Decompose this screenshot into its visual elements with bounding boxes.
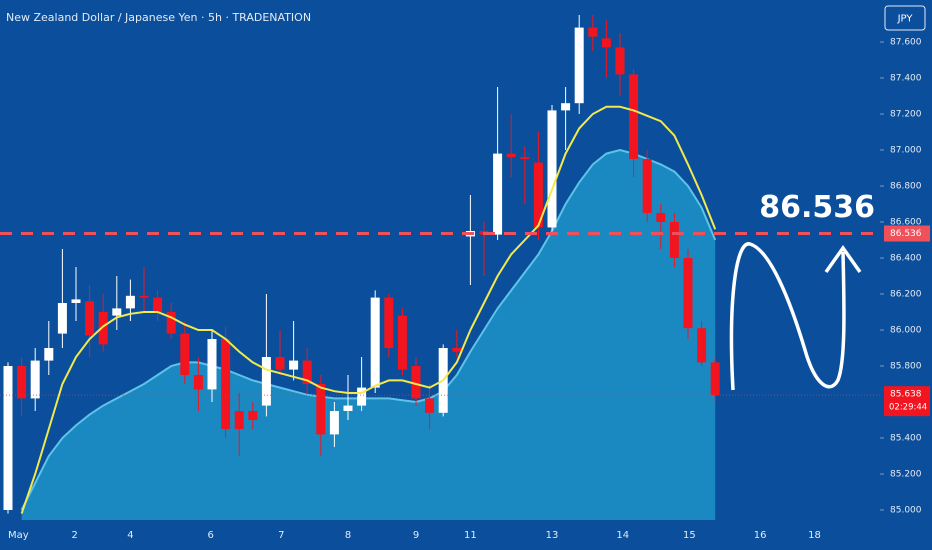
x-tick-label: 9 [413, 530, 419, 541]
candle-body [85, 301, 95, 336]
candle-body [642, 159, 652, 213]
y-tick-label: 85.200 [890, 470, 922, 480]
x-tick-label: 13 [546, 530, 559, 541]
x-tick-label: 15 [683, 530, 696, 541]
area-fill [21, 150, 716, 520]
currency-button[interactable] [884, 5, 926, 31]
y-tick-label: 87.000 [890, 146, 922, 156]
candle-body [17, 366, 27, 399]
x-tick-label: May [8, 530, 29, 541]
plot [3, 15, 720, 520]
candle-body [533, 162, 543, 228]
candle-body [397, 315, 407, 370]
candle-body [125, 295, 135, 309]
candle-body [30, 360, 40, 399]
candle-body [697, 328, 707, 363]
candle-body [193, 375, 203, 390]
y-tick-label: 86.600 [890, 218, 922, 228]
candle-body [343, 405, 353, 411]
candle-body [493, 153, 503, 235]
chart-title: New Zealand Dollar / Japanese Yen · 5h ·… [6, 11, 311, 24]
candle-body [629, 74, 639, 159]
candle-body [384, 297, 394, 348]
candle-body [316, 384, 326, 435]
candle-body [561, 103, 571, 111]
x-tick-label: 6 [207, 530, 213, 541]
x-tick-label: 4 [127, 530, 133, 541]
y-tick-label: 87.200 [890, 110, 922, 120]
level-tag-label: 86.536 [890, 229, 922, 239]
candle-body [153, 297, 163, 312]
candle-body [261, 357, 271, 406]
candle-body [302, 360, 312, 384]
y-tick-label: 85.800 [890, 362, 922, 372]
y-tick-label: 86.200 [890, 290, 922, 300]
x-tick-label: 11 [464, 530, 477, 541]
candle-body [180, 333, 190, 375]
y-tick-label: 87.400 [890, 74, 922, 84]
candle-body [3, 366, 13, 510]
candle-body [248, 411, 258, 420]
x-tick-label: 18 [808, 530, 821, 541]
candle-body [574, 27, 584, 104]
candle-body [452, 348, 462, 352]
candle-body [112, 308, 122, 316]
ma-line [20, 105, 717, 514]
area-outline [20, 148, 717, 511]
candle-body [221, 339, 231, 429]
level-tag [884, 225, 930, 242]
x-tick-label: 8 [345, 530, 351, 541]
candle-body [601, 38, 611, 48]
currency-label: JPY [897, 14, 914, 25]
candle-body [289, 360, 299, 370]
candle-body [683, 258, 693, 329]
candle-body [275, 357, 285, 370]
candle-body [520, 157, 530, 159]
candle-body [139, 295, 149, 298]
x-tick-label: 2 [71, 530, 77, 541]
candle-body [57, 303, 67, 334]
y-tick-label: 86.400 [890, 254, 922, 264]
last-price-label: 85.638 [890, 390, 922, 400]
y-tick-label: 85.400 [890, 434, 922, 444]
candle-body [98, 312, 108, 345]
x-tick-label: 14 [616, 530, 629, 541]
candle-body [71, 299, 81, 303]
y-tick-label: 87.600 [890, 38, 922, 48]
candle-body [207, 339, 217, 390]
last-price-tag [884, 386, 930, 417]
candle-body [234, 411, 244, 429]
candle-body [411, 366, 421, 399]
drawing-arrowhead [824, 244, 862, 274]
x-tick-label: 16 [754, 530, 767, 541]
candle-body [669, 222, 679, 258]
candle-body [615, 47, 625, 75]
x-tick-label: 7 [278, 530, 284, 541]
y-tick-label: 85.000 [890, 506, 922, 516]
candle-body [357, 387, 367, 406]
y-tick-label: 86.000 [890, 326, 922, 336]
candle-body [588, 27, 598, 37]
candle-body [656, 213, 666, 222]
candle-body [547, 110, 557, 228]
candle-body [710, 362, 720, 396]
candle-body [329, 411, 339, 435]
candle-body [425, 398, 435, 413]
candle-body [166, 312, 176, 334]
drawing-path [729, 242, 846, 391]
countdown-label: 02:29:44 [889, 403, 927, 413]
y-tick-label: 86.800 [890, 182, 922, 192]
candle-body [44, 348, 54, 361]
level-annotation: 86.536 [759, 190, 875, 225]
candle-body [370, 297, 380, 388]
candle-body [506, 153, 516, 158]
